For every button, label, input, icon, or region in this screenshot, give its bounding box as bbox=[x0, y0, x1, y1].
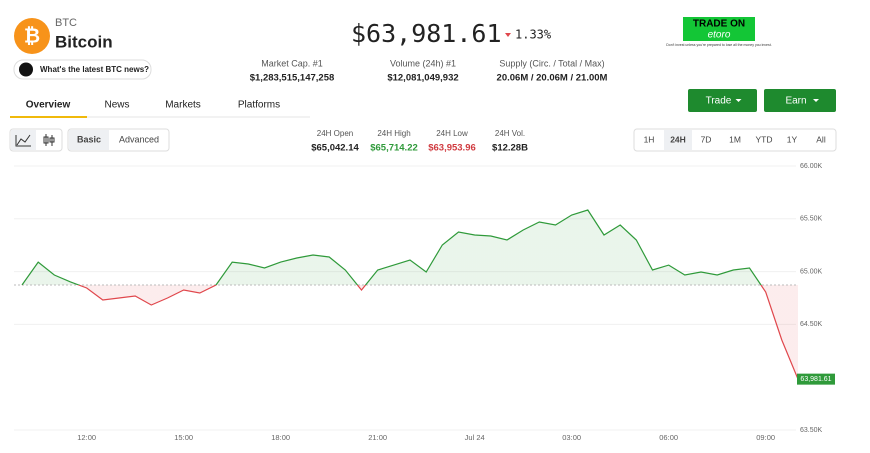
line-style-icon bbox=[15, 134, 31, 147]
x-tick-label: 09:00 bbox=[756, 433, 775, 442]
y-tick-label: 65.50K bbox=[800, 216, 823, 223]
stat-label: Volume (24h) #1 bbox=[390, 58, 456, 68]
line-style-button[interactable] bbox=[11, 130, 36, 150]
symbol: BTC bbox=[55, 17, 77, 29]
summary-label: 24H Open bbox=[317, 129, 353, 138]
ad-brand[interactable]: etoro bbox=[708, 30, 731, 41]
x-tick-label: 21:00 bbox=[368, 433, 387, 442]
stat-label: Market Cap. #1 bbox=[261, 58, 323, 68]
summary-label: 24H High bbox=[377, 129, 410, 138]
x-tick-label: 03:00 bbox=[562, 433, 581, 442]
x-tick-label: 15:00 bbox=[174, 433, 193, 442]
range-active bbox=[664, 130, 692, 150]
tab[interactable]: Platforms bbox=[238, 100, 280, 111]
mode-active bbox=[69, 130, 109, 150]
range-option[interactable]: 1Y bbox=[787, 134, 798, 144]
tab[interactable]: Overview bbox=[26, 100, 71, 111]
summary-label: 24H Vol. bbox=[495, 129, 525, 138]
ad-banner[interactable] bbox=[683, 17, 755, 41]
mode-option[interactable]: Advanced bbox=[119, 134, 159, 144]
last-price-label: 63,981.61 bbox=[800, 376, 831, 383]
summary-value: $65,714.22 bbox=[370, 143, 418, 154]
tab[interactable]: News bbox=[104, 100, 129, 111]
news-icon bbox=[19, 62, 33, 77]
summary-value: $63,953.96 bbox=[428, 143, 476, 154]
stat-value: 20.06M / 20.06M / 21.00M bbox=[497, 73, 608, 84]
coin-logo-glyph: ₿ bbox=[24, 25, 40, 47]
x-tick-label: Jul 24 bbox=[465, 433, 485, 442]
tab[interactable]: Markets bbox=[165, 100, 201, 111]
mode-option[interactable]: Basic bbox=[77, 134, 101, 144]
coin-name: Bitcoin bbox=[55, 32, 113, 51]
range-option[interactable]: 7D bbox=[701, 134, 712, 144]
summary-value: $65,042.14 bbox=[311, 143, 359, 154]
dropdown-caret[interactable] bbox=[735, 99, 742, 102]
news-button[interactable] bbox=[13, 59, 152, 80]
y-tick-label: 64.50K bbox=[800, 321, 823, 328]
y-tick-label: 66.00K bbox=[800, 163, 823, 170]
range-option[interactable]: All bbox=[816, 134, 826, 144]
action-button[interactable] bbox=[764, 89, 836, 112]
stat-value: $1,283,515,147,258 bbox=[250, 73, 335, 84]
down-arrow bbox=[505, 33, 511, 37]
dropdown-caret[interactable] bbox=[813, 99, 819, 102]
ad-title[interactable]: TRADE ON bbox=[693, 19, 745, 30]
action-button[interactable] bbox=[688, 89, 757, 112]
summary-label: 24H Low bbox=[436, 129, 468, 138]
x-tick-label: 12:00 bbox=[77, 433, 96, 442]
range-option[interactable]: 24H bbox=[670, 134, 686, 144]
price: $63,981.61 bbox=[351, 19, 502, 48]
ad-disclaimer: Don't invest unless you're prepared to l… bbox=[666, 43, 771, 47]
price-change: 1.33% bbox=[515, 28, 552, 42]
candle-style-icon[interactable] bbox=[43, 134, 55, 146]
coin-logo bbox=[14, 18, 50, 54]
range-option[interactable]: 1H bbox=[644, 134, 655, 144]
x-tick-label: 18:00 bbox=[271, 433, 290, 442]
stat-label: Supply (Circ. / Total / Max) bbox=[499, 58, 604, 68]
x-tick-label: 06:00 bbox=[659, 433, 678, 442]
range-option[interactable]: YTD bbox=[756, 134, 773, 144]
last-price-box bbox=[797, 373, 835, 385]
price-area bbox=[22, 210, 798, 380]
stat-value: $12,081,049,932 bbox=[387, 73, 458, 84]
summary-value: $12.28B bbox=[492, 143, 528, 154]
y-tick-label: 65.00K bbox=[800, 268, 823, 275]
price-line bbox=[21, 209, 799, 380]
action-label[interactable]: Trade bbox=[706, 96, 732, 107]
range-option[interactable]: 1M bbox=[729, 134, 741, 144]
news-button-label[interactable]: What's the latest BTC news? bbox=[40, 65, 149, 74]
action-label[interactable]: Earn bbox=[785, 96, 806, 107]
y-tick-label: 63.50K bbox=[800, 427, 823, 434]
